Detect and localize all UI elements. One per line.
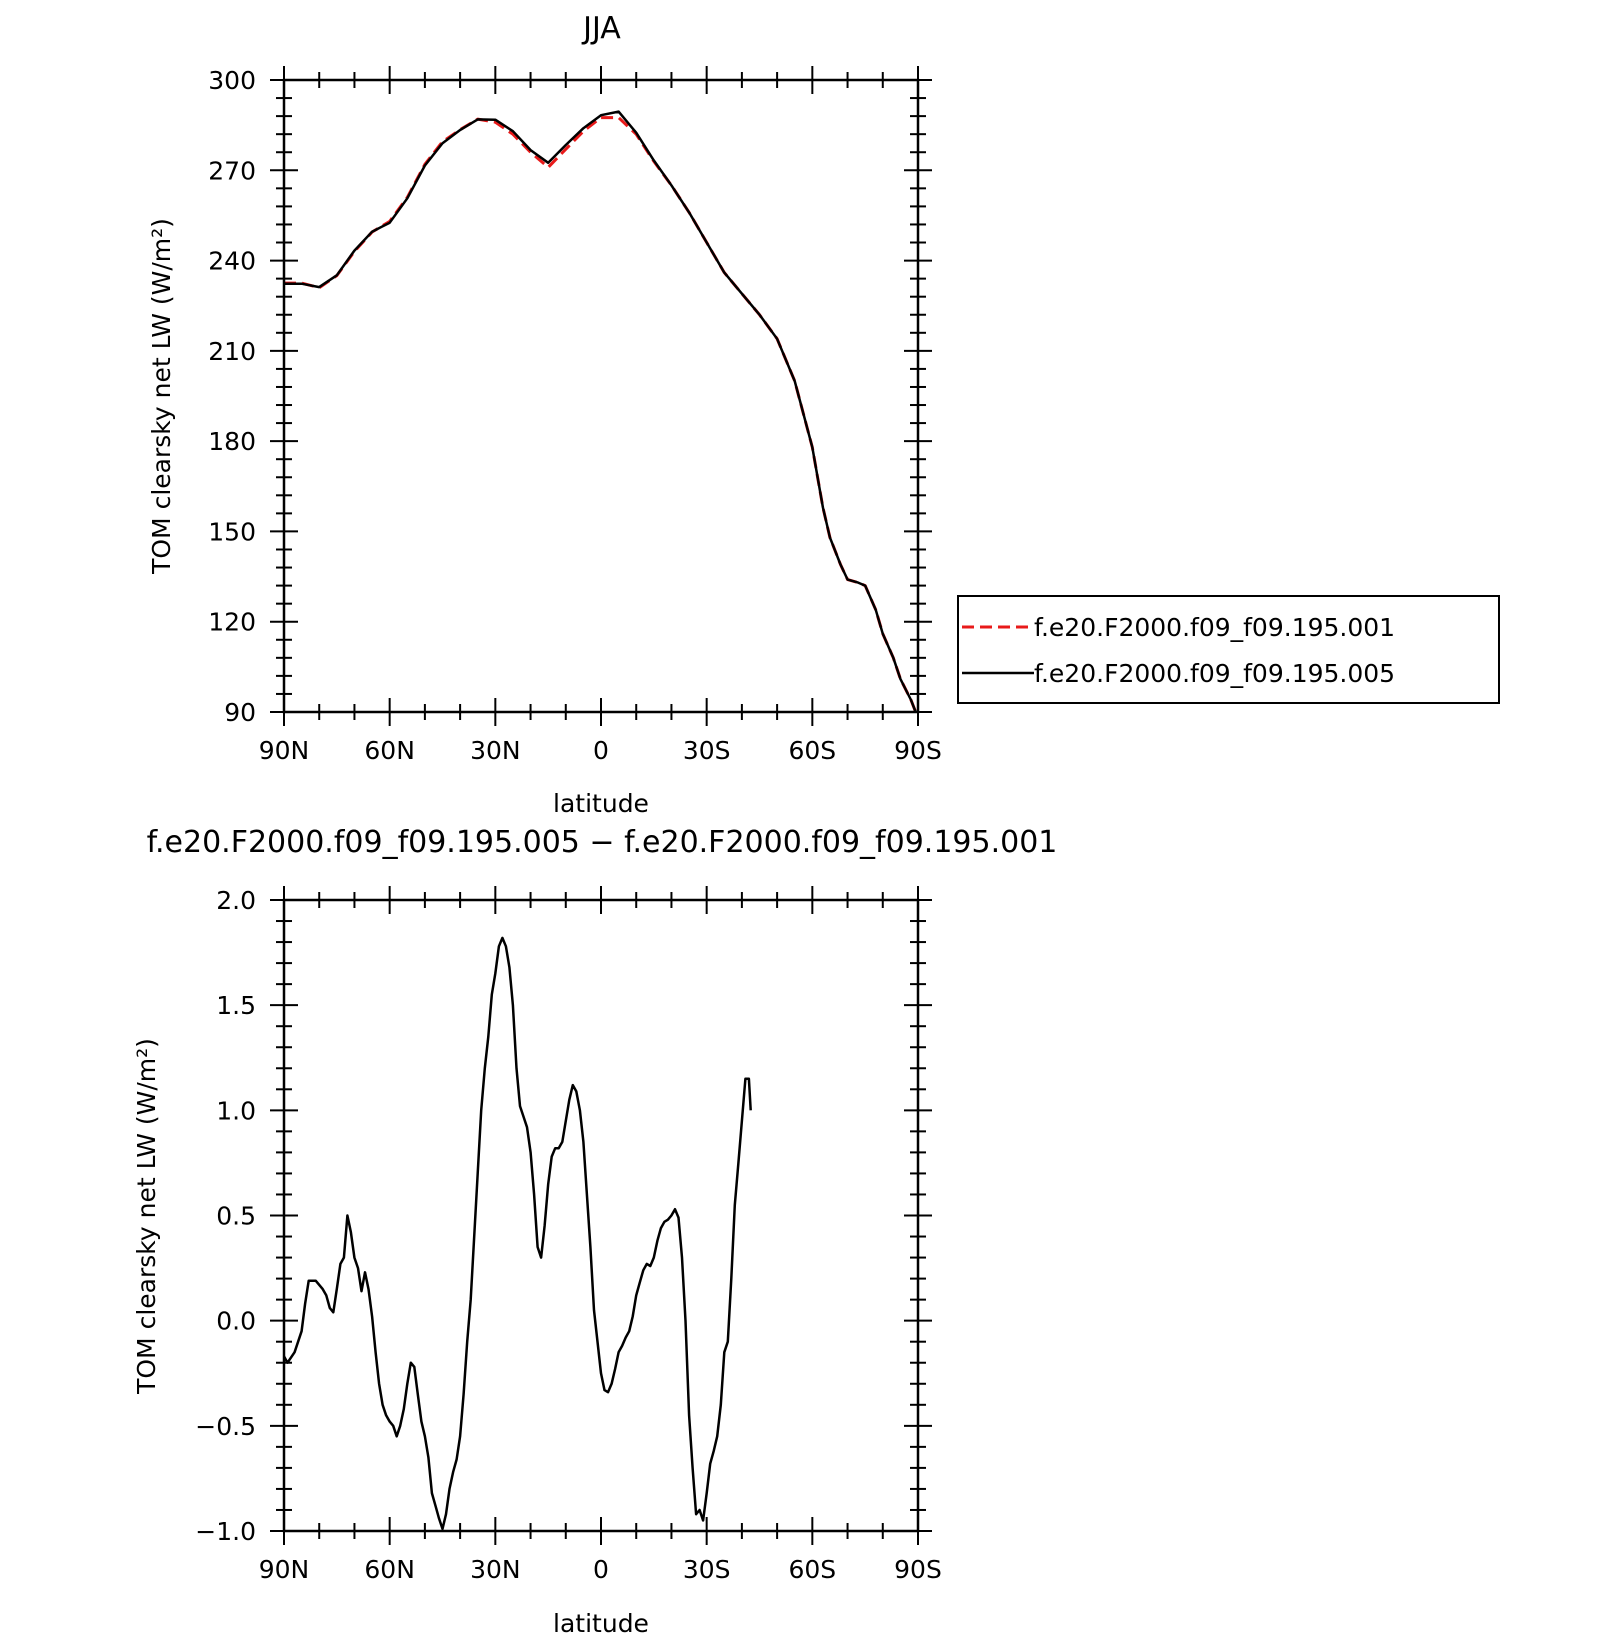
y-tick-label: 150 (208, 517, 256, 546)
top-panel-tick-labels: 90N 60N 30N 0 30S 60S 90S 300 270 240 210 180 150 120… (208, 66, 942, 765)
y-tick-label: 240 (208, 247, 256, 276)
y-tick-label: −1.0 (195, 1517, 256, 1546)
bottom-panel-tick-labels: 90N 60N 30N 0 30S 60S 90S 2.0 1.5 1.0 0.5 0.0 −0.5 −1… (195, 886, 942, 1584)
series-line-difference (284, 936, 752, 1531)
x-tick-label: 60N (364, 1555, 415, 1584)
top-panel-lines (284, 110, 918, 712)
bottom-panel-difference: f.e20.F2000.f09_f09.195.005 − f.e20.F200… (132, 825, 1057, 1635)
y-tick-label: 300 (208, 66, 256, 95)
y-tick-label: 90 (224, 698, 256, 727)
y-tick-label: 1.5 (216, 991, 256, 1020)
series-line-005 (284, 110, 918, 712)
x-tick-label: 30N (470, 1555, 521, 1584)
x-tick-label: 30S (683, 736, 731, 765)
top-panel-ylabel: TOM clearsky net LW (W/m²) (147, 218, 176, 575)
legend-label-005: f.e20.F2000.f09_f09.195.005 (1034, 659, 1395, 688)
x-tick-label: 90N (259, 1555, 310, 1584)
x-tick-label: 60S (788, 1555, 836, 1584)
x-tick-label: 60S (788, 736, 836, 765)
y-tick-label: −0.5 (195, 1412, 256, 1441)
bottom-panel-ticks (270, 886, 932, 1545)
y-tick-label: 0.5 (216, 1202, 256, 1231)
bottom-panel-frame (282, 898, 920, 1533)
x-tick-label: 0 (593, 1555, 609, 1584)
top-panel-ticks (270, 66, 932, 726)
y-tick-label: 120 (208, 608, 256, 637)
x-tick-label: 60N (364, 736, 415, 765)
bottom-panel-title: f.e20.F2000.f09_f09.195.005 − f.e20.F200… (147, 825, 1058, 860)
x-tick-label: 90S (894, 736, 942, 765)
y-tick-label: 2.0 (216, 886, 256, 915)
x-tick-label: 30N (470, 736, 521, 765)
x-tick-label: 30S (683, 1555, 731, 1584)
legend-frame (957, 595, 1500, 704)
legend: f.e20.F2000.f09_f09.195.001 f.e20.F2000.… (957, 595, 1500, 704)
bottom-panel-lines (284, 936, 752, 1531)
y-tick-label: 210 (208, 337, 256, 366)
y-tick-label: 0.0 (216, 1307, 256, 1336)
y-tick-label: 180 (208, 427, 256, 456)
top-panel-xlabel: latitude (553, 789, 649, 818)
legend-label-001: f.e20.F2000.f09_f09.195.001 (1034, 613, 1395, 642)
bottom-panel-ylabel: TOM clearsky net LW (W/m²) (132, 1038, 161, 1395)
bottom-panel-xlabel: latitude (553, 1609, 649, 1635)
y-tick-label: 1.0 (216, 1096, 256, 1125)
series-line-001 (284, 116, 918, 712)
y-tick-label: 270 (208, 156, 256, 185)
x-tick-label: 90N (259, 736, 310, 765)
top-panel-frame (282, 78, 920, 714)
x-tick-label: 0 (593, 736, 609, 765)
x-tick-label: 90S (894, 1555, 942, 1584)
top-panel-title: JJA (581, 11, 621, 46)
top-panel-jja: JJA 90N 60N 30N 0 30S 60S 90S 300 270 240 210 180 15… (147, 11, 1500, 818)
